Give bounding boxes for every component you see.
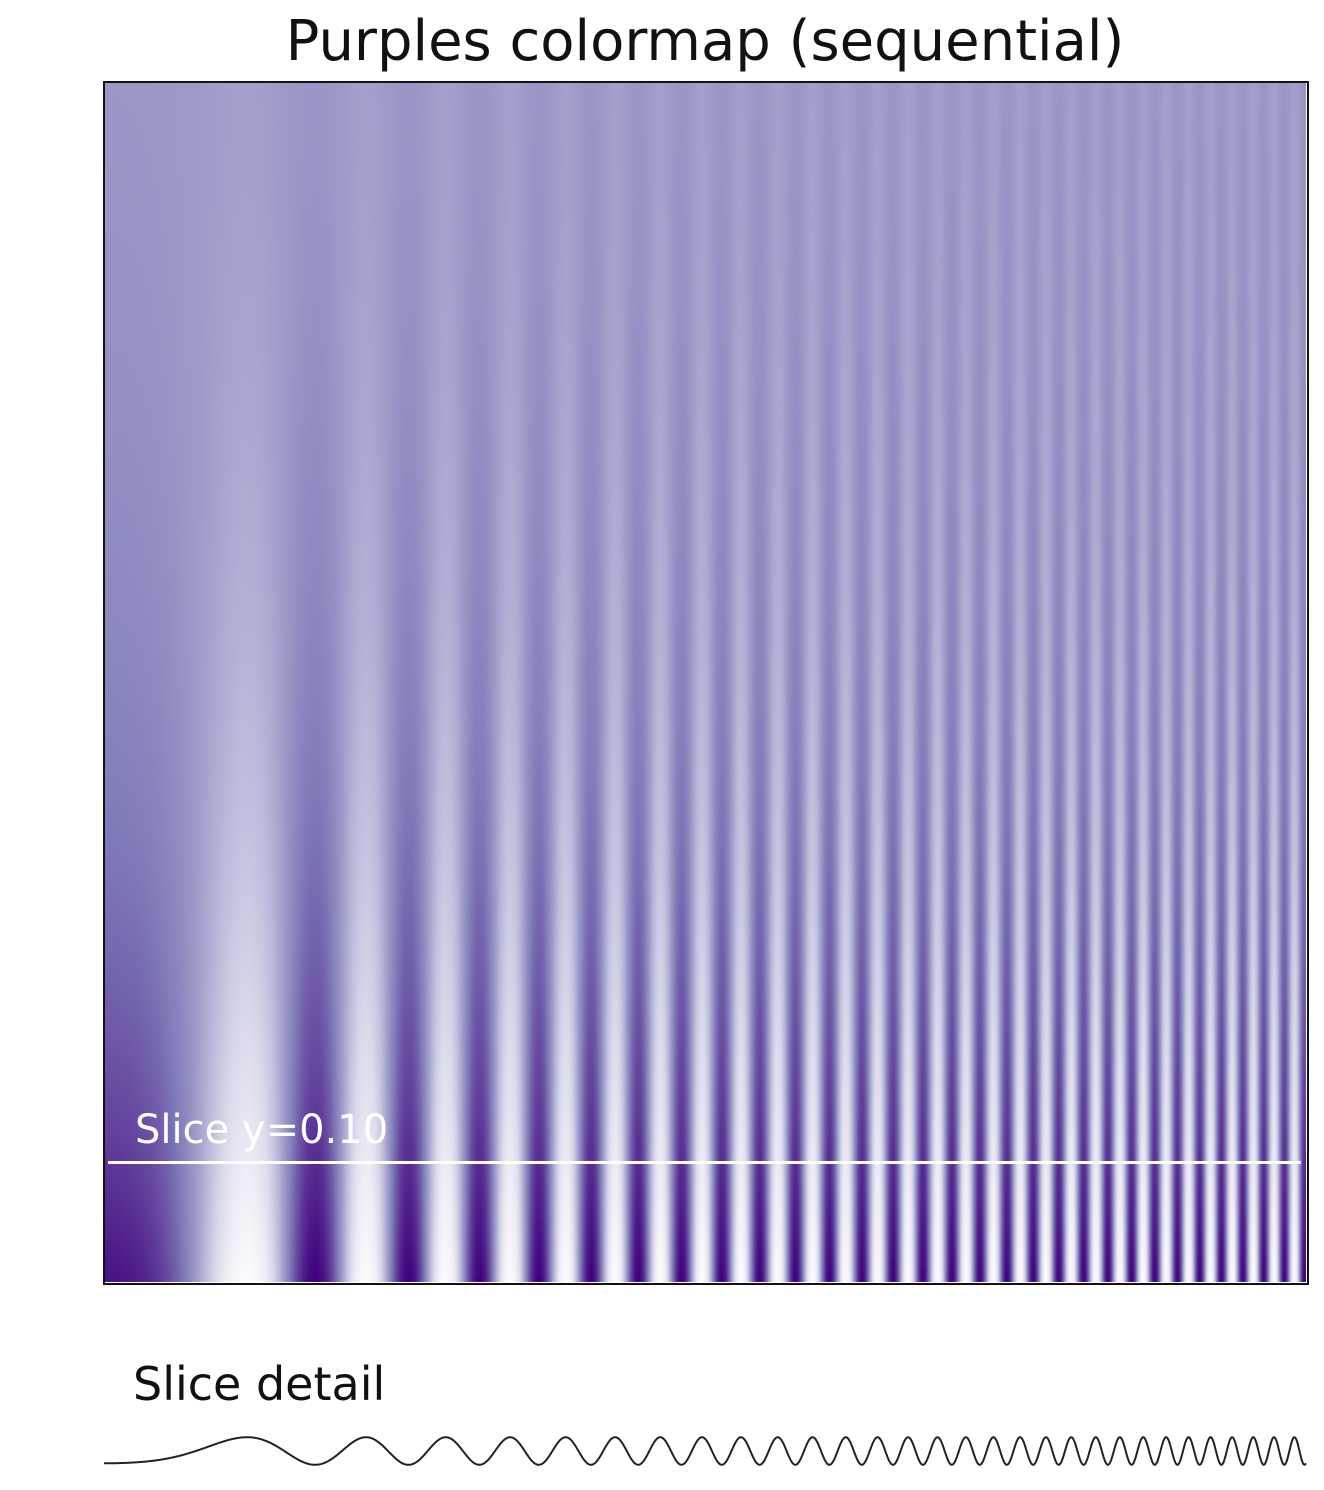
heatmap-image (104, 82, 1306, 1282)
chart-title: Purples colormap (sequential) (285, 9, 1125, 74)
slice-detail-line (104, 1436, 1307, 1466)
slice-detail-title: Slice detail (133, 1357, 386, 1411)
slice-detail-plot (104, 1436, 1307, 1466)
slice-line (108, 1161, 1301, 1164)
slice-label: Slice y=0.10 (135, 1107, 389, 1153)
